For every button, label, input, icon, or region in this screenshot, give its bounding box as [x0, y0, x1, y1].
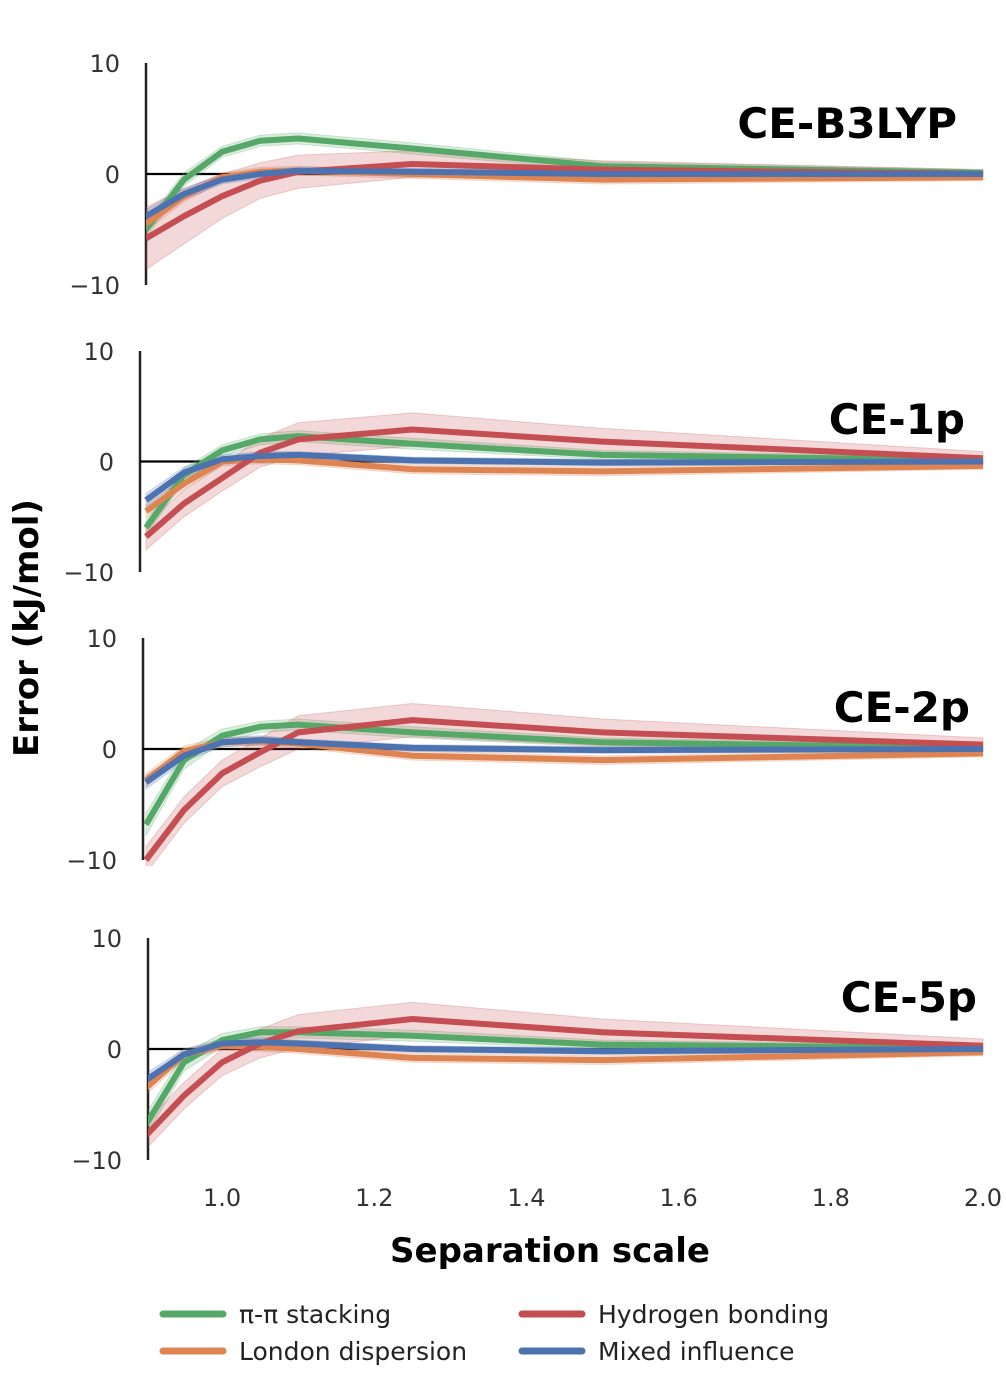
- series-line-london: [144, 456, 984, 514]
- x-tick-label: 2.0: [964, 1184, 1002, 1212]
- y-tick-label: 10: [83, 338, 114, 366]
- y-tick-label: 10: [89, 50, 120, 78]
- series-line-hbond: [144, 426, 984, 539]
- y-tick-label: 10: [91, 925, 122, 953]
- y-tick-label: −10: [63, 559, 114, 587]
- y-tick-label: 0: [105, 161, 120, 189]
- y-tick-label: 0: [107, 1036, 122, 1064]
- y-axis-label: Error (kJ/mol): [7, 499, 47, 757]
- y-tick-label: 10: [86, 625, 117, 653]
- series-line-mixed: [144, 737, 984, 785]
- x-axis-label: Separation scale: [390, 1231, 710, 1271]
- y-tick-label: 0: [99, 449, 114, 477]
- y-tick-label: −10: [71, 1147, 122, 1175]
- y-tick-label: −10: [69, 272, 120, 300]
- panel-title: CE-B3LYP: [737, 99, 957, 148]
- panel-title: CE-5p: [841, 973, 977, 1022]
- y-tick-label: −10: [66, 847, 117, 875]
- series-line-hbond: [146, 161, 984, 241]
- series-line-pi: [146, 135, 984, 232]
- legend-label: Mixed influence: [598, 1337, 794, 1366]
- confidence-band-hbond: [148, 1001, 984, 1148]
- y-tick-label: 0: [102, 736, 117, 764]
- panel-title: CE-2p: [834, 683, 970, 732]
- legend-label: London dispersion: [239, 1337, 467, 1366]
- series-line-mixed: [148, 1039, 984, 1083]
- panel-title: CE-1p: [829, 395, 965, 444]
- x-tick-label: 1.4: [507, 1184, 545, 1212]
- x-tick-label: 1.8: [812, 1184, 850, 1212]
- series-line-mixed: [146, 167, 983, 219]
- series-line-hbond: [148, 1016, 984, 1138]
- legend-label: Hydrogen bonding: [598, 1300, 829, 1329]
- confidence-band-london: [146, 165, 984, 232]
- series-line-pi: [148, 1029, 984, 1127]
- x-tick-label: 1.0: [203, 1184, 241, 1212]
- series-line-mixed: [144, 451, 984, 503]
- x-tick-label: 1.6: [660, 1184, 698, 1212]
- x-tick-label: 1.2: [355, 1184, 393, 1212]
- legend-label: π-π stacking: [239, 1300, 391, 1329]
